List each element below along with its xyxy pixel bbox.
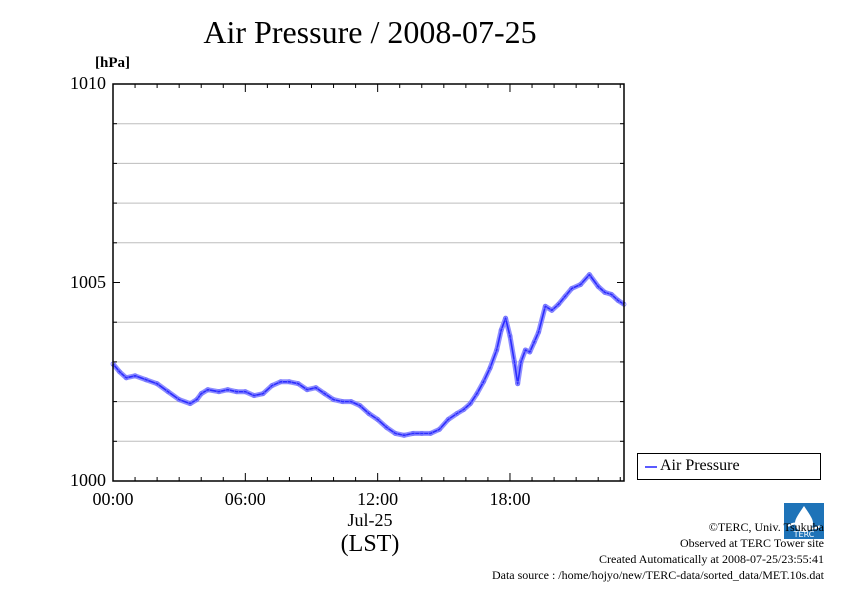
- data-point-34: [410, 430, 416, 436]
- credit-source: Data source : /home/hojyo/new/TERC-data/…: [491, 568, 824, 582]
- data-point-52: [523, 347, 528, 353]
- data-point-32: [392, 430, 398, 436]
- x-tick-label-3: 18:00: [489, 489, 531, 509]
- data-point-24: [322, 391, 328, 397]
- data-point-60: [569, 286, 575, 291]
- data-point-62: [587, 272, 592, 278]
- data-point-4: [143, 377, 149, 383]
- data-point-6: [165, 389, 171, 395]
- data-point-36: [428, 430, 434, 436]
- x-tick-label-2: 12:00: [357, 489, 399, 509]
- grid-lines: [113, 123, 624, 442]
- data-point-65: [609, 291, 614, 297]
- data-point-5: [154, 381, 160, 387]
- data-point-64: [602, 289, 608, 295]
- data-point-55: [536, 329, 541, 335]
- data-point-10: [198, 391, 204, 397]
- credit-created: Created Automatically at 2008-07-25/23:5…: [599, 552, 824, 566]
- data-point-47: [503, 315, 509, 321]
- data-point-21: [295, 381, 301, 387]
- data-point-7: [176, 397, 182, 403]
- x-tick-label-1: 06:00: [224, 489, 266, 509]
- data-point-30: [375, 417, 381, 422]
- data-point-29: [366, 411, 372, 416]
- data-point-25: [331, 397, 336, 403]
- data-point-39: [454, 411, 460, 416]
- terc-logo-icon: TERC: [784, 503, 824, 539]
- data-point-57: [549, 307, 555, 313]
- y-tick-label-0: 1000: [70, 470, 106, 490]
- data-point-1: [117, 369, 122, 375]
- data-point-53: [527, 349, 533, 355]
- data-point-48: [507, 333, 513, 339]
- data-point-9: [194, 397, 200, 403]
- x-axis-label: (LST): [340, 531, 400, 557]
- data-point-14: [234, 389, 239, 395]
- data-point-37: [436, 426, 442, 432]
- data-point-17: [260, 391, 266, 397]
- tick-marks: [112, 83, 624, 482]
- data-point-31: [384, 424, 389, 430]
- data-point-61: [578, 282, 583, 287]
- legend-line-swatch: [645, 466, 657, 468]
- data-point-41: [467, 401, 473, 407]
- y-tick-label-2: 1010: [70, 73, 106, 93]
- data-point-27: [348, 399, 354, 405]
- data-point-46: [498, 327, 504, 333]
- data-point-63: [595, 284, 601, 289]
- date-label: Jul-25: [347, 510, 393, 530]
- data-point-28: [357, 403, 363, 409]
- data-point-26: [339, 399, 345, 405]
- data-point-50: [515, 381, 521, 387]
- data-point-11: [205, 387, 211, 393]
- data-point-13: [225, 387, 231, 393]
- data-point-33: [401, 432, 407, 438]
- data-point-15: [242, 389, 248, 395]
- data-point-8: [187, 401, 193, 407]
- data-point-51: [518, 359, 524, 365]
- data-point-16: [251, 393, 257, 399]
- data-point-42: [474, 391, 480, 397]
- chart-title: Air Pressure / 2008-07-25: [203, 14, 537, 50]
- data-point-3: [132, 373, 138, 379]
- legend-label: Air Pressure: [660, 457, 740, 474]
- data-point-18: [269, 383, 275, 389]
- credit-site: Observed at TERC Tower site: [679, 536, 824, 550]
- data-point-40: [461, 407, 467, 412]
- data-point-56: [542, 303, 548, 309]
- x-tick-label-0: 00:00: [92, 489, 134, 509]
- data-point-22: [304, 387, 310, 393]
- data-point-20: [286, 379, 292, 385]
- data-point-59: [562, 293, 568, 299]
- data-point-35: [419, 430, 425, 436]
- data-point-23: [313, 385, 319, 391]
- data-point-66: [615, 297, 621, 303]
- data-point-49: [512, 359, 517, 365]
- credit-copyright: ©TERC, Univ. Tsukuba: [708, 520, 824, 534]
- logo-text: TERC: [793, 530, 815, 539]
- data-point-45: [494, 347, 500, 353]
- data-point-58: [556, 301, 561, 307]
- data-point-44: [487, 365, 493, 371]
- y-axis-unit: [hPa]: [95, 55, 130, 71]
- data-point-19: [278, 379, 284, 385]
- y-tick-label-1: 1005: [70, 271, 106, 292]
- legend: Air Pressure: [637, 453, 821, 480]
- series-layer: [110, 272, 627, 438]
- data-point-12: [216, 389, 222, 395]
- data-point-38: [445, 417, 451, 422]
- credits-block: ©TERC, Univ. Tsukuba Observed at TERC To…: [492, 519, 824, 583]
- data-point-2: [123, 375, 129, 381]
- data-point-54: [531, 339, 537, 345]
- plot-frame: [112, 83, 625, 482]
- data-point-43: [481, 379, 486, 385]
